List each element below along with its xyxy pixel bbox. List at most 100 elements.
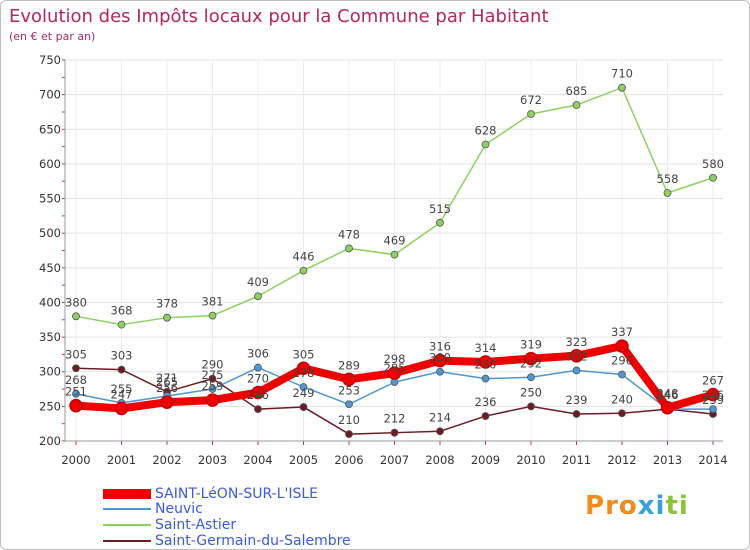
- data-label: 256: [156, 381, 178, 395]
- data-label: 247: [111, 387, 133, 401]
- x-tick-label: 2009: [471, 453, 500, 467]
- data-point: [618, 370, 626, 379]
- data-label: 469: [384, 234, 406, 248]
- logo-letter: o: [618, 491, 638, 521]
- data-point: [436, 367, 444, 376]
- data-point: [208, 311, 217, 320]
- data-point: [296, 361, 311, 376]
- data-point: [163, 313, 171, 322]
- x-tick-label: 2014: [698, 453, 727, 467]
- x-tick-label: 2006: [334, 453, 363, 467]
- legend-label: Saint-Astier: [155, 517, 237, 533]
- data-label: 302: [566, 349, 588, 363]
- data-point: [478, 355, 493, 369]
- data-point: [436, 218, 444, 227]
- data-point: [345, 400, 353, 409]
- data-point: [527, 110, 535, 118]
- legend-label: Neuvic: [155, 501, 203, 517]
- data-label: 239: [566, 393, 588, 407]
- data-label: 298: [384, 352, 406, 366]
- y-tick-label: 450: [39, 261, 61, 275]
- legend-swatch: [103, 508, 151, 510]
- data-point: [660, 400, 675, 415]
- data-point: [72, 389, 80, 398]
- data-point: [72, 364, 80, 373]
- legend-swatch: [103, 540, 151, 542]
- data-point: [390, 428, 399, 437]
- data-point: [569, 349, 584, 363]
- data-label: 378: [156, 297, 178, 311]
- data-label: 290: [475, 358, 497, 372]
- logo-letter: P: [585, 491, 606, 521]
- data-label: 251: [65, 385, 87, 399]
- data-label: 337: [611, 325, 633, 339]
- data-label: 292: [520, 356, 542, 370]
- data-label: 285: [384, 361, 406, 375]
- data-label: 259: [202, 379, 224, 393]
- data-point: [299, 266, 308, 275]
- data-point: [251, 385, 265, 400]
- y-tick-label: 750: [39, 53, 61, 67]
- data-point: [572, 410, 581, 418]
- proxiti-logo: Proxiti: [585, 491, 689, 521]
- logo-letter: r: [605, 491, 619, 521]
- data-label: 212: [384, 412, 406, 426]
- data-label: 381: [202, 295, 224, 309]
- data-label: 250: [520, 385, 542, 399]
- x-tick-label: 2002: [152, 453, 181, 467]
- data-label: 246: [657, 388, 679, 402]
- data-label: 268: [65, 373, 87, 387]
- data-label: 515: [429, 202, 451, 216]
- data-label: 278: [293, 366, 315, 380]
- chart-title: Evolution des Impôts locaux pour la Comm…: [9, 6, 549, 27]
- x-tick-label: 2012: [607, 453, 636, 467]
- data-label: 316: [429, 340, 451, 354]
- data-point: [117, 365, 126, 374]
- data-label: 239: [702, 393, 724, 407]
- data-label: 246: [702, 388, 724, 402]
- y-tick-label: 600: [39, 157, 61, 171]
- data-label: 580: [702, 157, 724, 171]
- y-tick-label: 700: [39, 88, 61, 102]
- data-label: 248: [657, 387, 679, 401]
- data-label: 289: [338, 358, 360, 372]
- data-label: 246: [247, 388, 269, 402]
- data-point: [254, 405, 262, 414]
- data-label: 300: [429, 351, 451, 365]
- data-label: 305: [293, 347, 315, 361]
- legend-swatch: [103, 489, 151, 499]
- data-label: 446: [293, 250, 315, 264]
- legend-label: Saint-Germain-du-Salembre: [155, 533, 351, 549]
- data-label: 290: [202, 358, 224, 372]
- data-label: 319: [520, 338, 542, 352]
- data-label: 236: [475, 395, 497, 409]
- logo-letter: x: [637, 491, 656, 521]
- data-label: 314: [475, 341, 497, 355]
- x-tick-label: 2001: [107, 453, 136, 467]
- data-point: [345, 430, 353, 438]
- x-tick-label: 2000: [61, 453, 90, 467]
- y-tick-label: 300: [39, 365, 61, 379]
- data-label: 270: [247, 372, 269, 386]
- data-label: 672: [520, 93, 542, 107]
- data-point: [254, 363, 262, 372]
- data-label: 628: [475, 124, 497, 138]
- x-tick-label: 2013: [653, 453, 682, 467]
- x-tick-label: 2011: [562, 453, 591, 467]
- data-point: [527, 402, 535, 411]
- data-label: 210: [338, 413, 360, 427]
- data-point: [572, 101, 581, 109]
- data-label: 710: [611, 67, 633, 81]
- data-label: 265: [156, 375, 178, 389]
- logo-letter: i: [655, 491, 666, 521]
- data-point: [709, 405, 717, 414]
- data-point: [205, 393, 220, 407]
- y-tick-label: 400: [39, 295, 61, 309]
- data-point: [706, 387, 720, 402]
- data-label: 380: [65, 295, 87, 309]
- chart-subtitle: (en € et par an): [9, 30, 96, 43]
- data-label: 478: [338, 227, 360, 241]
- data-label: 246: [657, 388, 679, 402]
- data-label: 249: [293, 386, 315, 400]
